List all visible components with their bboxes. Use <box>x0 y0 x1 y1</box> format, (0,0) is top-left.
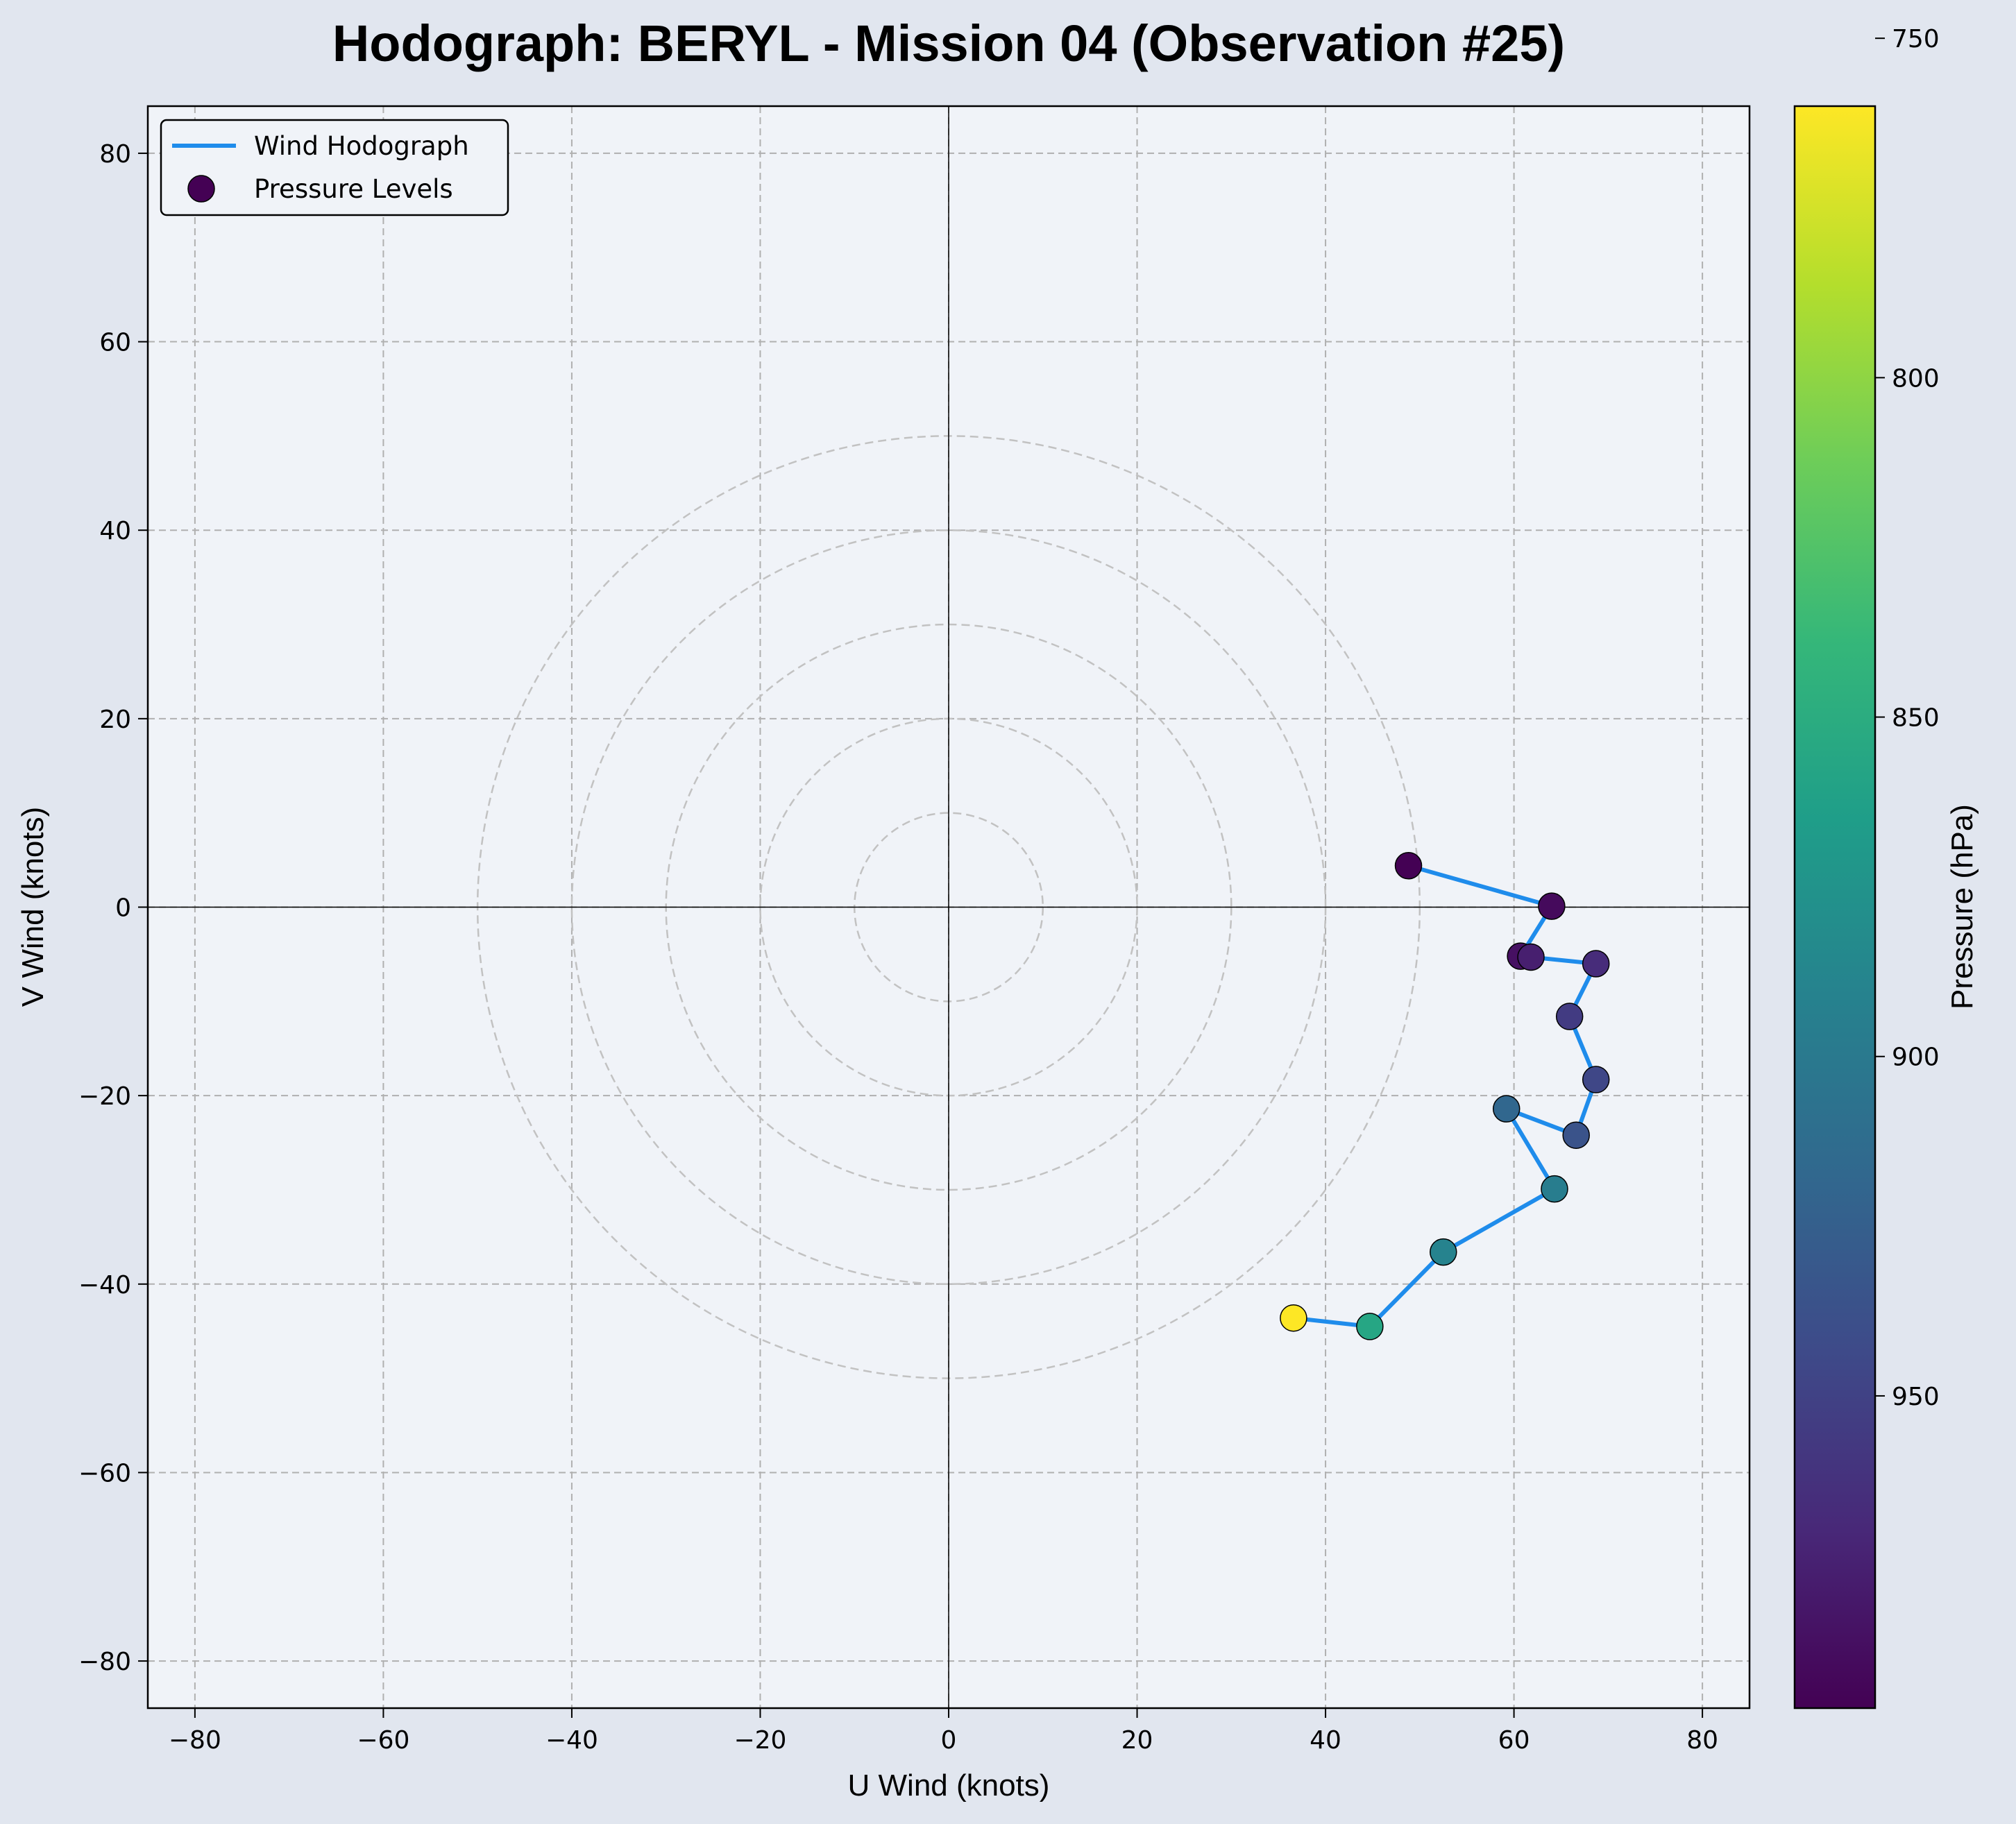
hodograph-series <box>1280 851 1610 1340</box>
y-tick-label: −20 <box>78 1082 131 1111</box>
chart-title: Hodograph: BERYL - Mission 04 (Observati… <box>332 15 1565 72</box>
legend: Wind Hodograph Pressure Levels <box>160 119 509 216</box>
x-tick-label: 80 <box>1686 1726 1718 1755</box>
x-tick-label: −80 <box>169 1726 221 1755</box>
colorbar-ticks: 750 800 850 900 950 <box>1875 25 1940 1411</box>
y-tick-label: 40 <box>99 517 131 545</box>
colorbar-tick-label: 950 <box>1892 1383 1940 1411</box>
pressure-level-point <box>1562 1121 1590 1149</box>
y-tick-label: 60 <box>99 329 131 357</box>
legend-label-pressure-levels: Pressure Levels <box>254 174 453 204</box>
colorbar-tick-label: 750 <box>1892 25 1940 53</box>
pressure-level-point <box>1280 1304 1307 1332</box>
y-tick-label: −40 <box>78 1271 131 1299</box>
y-axis-label: V Wind (knots) <box>16 807 50 1007</box>
legend-box <box>160 119 509 216</box>
pressure-level-point <box>1394 851 1423 880</box>
y-tick-label: 0 <box>115 894 131 923</box>
y-tick-label: 80 <box>99 140 131 169</box>
y-tick-label: −60 <box>78 1459 131 1488</box>
pressure-level-point <box>1582 1066 1610 1093</box>
x-tick-label: 20 <box>1121 1726 1153 1755</box>
x-tick-label: 40 <box>1310 1726 1341 1755</box>
pressure-level-point <box>1582 950 1610 978</box>
colorbar-tick-label: 800 <box>1892 364 1940 393</box>
pressure-level-point <box>1538 892 1566 920</box>
pressure-level-point <box>1356 1313 1384 1340</box>
pressure-level-point <box>1430 1238 1457 1266</box>
x-tick-label: −20 <box>734 1726 786 1755</box>
colorbar-tick-label: 900 <box>1892 1043 1940 1072</box>
y-axis-ticks: −80 −60 −40 −20 0 20 40 60 80 <box>78 140 148 1676</box>
y-tick-label: −80 <box>78 1648 131 1676</box>
colorbar-frame <box>1793 105 1877 1710</box>
zero-axes <box>148 106 1750 1708</box>
legend-label-wind-hodograph: Wind Hodograph <box>254 131 469 161</box>
x-tick-label: −40 <box>545 1726 598 1755</box>
x-axis-ticks: −80 −60 −40 −20 0 20 40 60 80 <box>169 1708 1718 1755</box>
pressure-level-point <box>1492 1095 1521 1123</box>
pressure-level-point <box>1555 1003 1584 1030</box>
pressure-level-point <box>1517 943 1545 971</box>
y-tick-label: 20 <box>99 706 131 734</box>
x-tick-label: −60 <box>357 1726 409 1755</box>
colorbar-tick-label: 850 <box>1892 704 1940 733</box>
colorbar-label: Pressure (hPa) <box>1945 804 1979 1009</box>
colorbar: 750 800 850 900 950 Pressure (hPa) <box>1793 25 1979 1710</box>
x-tick-label: 60 <box>1498 1726 1530 1755</box>
colorbar-gradient <box>1795 106 1875 1708</box>
legend-marker-swatch <box>187 175 215 203</box>
x-axis-label: U Wind (knots) <box>848 1768 1050 1802</box>
x-tick-label: 0 <box>941 1726 957 1755</box>
pressure-level-point <box>1541 1175 1568 1203</box>
